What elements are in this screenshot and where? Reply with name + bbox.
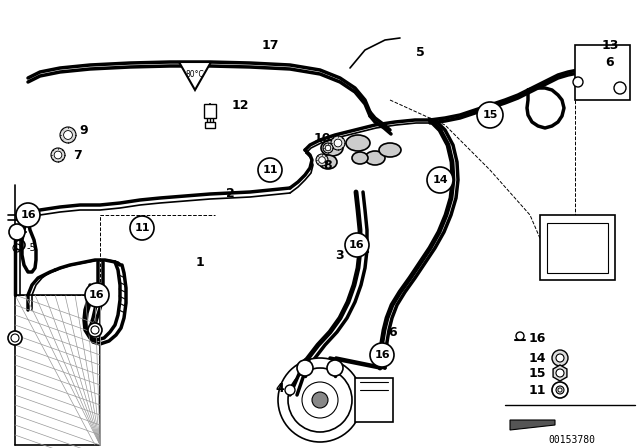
Text: 11: 11 [134, 223, 150, 233]
Ellipse shape [319, 155, 337, 169]
Text: 6: 6 [388, 326, 397, 339]
Circle shape [285, 385, 295, 395]
Text: 00153780: 00153780 [548, 435, 595, 445]
Circle shape [88, 323, 102, 337]
Circle shape [316, 154, 328, 166]
Circle shape [85, 283, 109, 307]
Bar [355, 378, 393, 422]
Text: 1: 1 [196, 255, 204, 268]
Text: 2: 2 [226, 186, 234, 199]
Text: 14: 14 [528, 352, 546, 365]
Text: 80°C: 80°C [186, 70, 204, 79]
Circle shape [60, 127, 76, 143]
Text: 16: 16 [528, 332, 546, 345]
Circle shape [477, 102, 503, 128]
Circle shape [54, 151, 62, 159]
Text: 11: 11 [262, 165, 278, 175]
Circle shape [558, 388, 562, 392]
Text: 9: 9 [80, 124, 88, 137]
Text: 17: 17 [261, 39, 279, 52]
Circle shape [297, 360, 313, 376]
Circle shape [312, 392, 328, 408]
Bar [205, 122, 215, 128]
Text: 13: 13 [602, 39, 619, 52]
Circle shape [51, 148, 65, 162]
Text: 8: 8 [324, 159, 332, 172]
Circle shape [370, 343, 394, 367]
Circle shape [516, 332, 524, 340]
Ellipse shape [352, 152, 368, 164]
Text: 5: 5 [415, 46, 424, 59]
Circle shape [9, 224, 25, 240]
Circle shape [345, 233, 369, 257]
Circle shape [8, 331, 22, 345]
Ellipse shape [365, 151, 385, 165]
Circle shape [427, 167, 453, 193]
Circle shape [552, 350, 568, 366]
Polygon shape [553, 365, 567, 381]
Bar [204, 104, 216, 118]
Circle shape [325, 145, 331, 151]
Text: 16: 16 [89, 290, 105, 300]
Text: 4: 4 [276, 382, 284, 395]
Text: 11: 11 [528, 383, 546, 396]
Text: 16: 16 [374, 350, 390, 360]
Circle shape [323, 143, 333, 153]
Text: 16: 16 [349, 240, 365, 250]
Polygon shape [510, 420, 555, 430]
Circle shape [63, 131, 72, 139]
Circle shape [556, 369, 564, 377]
Circle shape [278, 358, 362, 442]
Bar [575, 45, 630, 100]
Bar [540, 215, 615, 280]
Circle shape [327, 360, 343, 376]
Ellipse shape [346, 135, 370, 151]
Text: 3: 3 [336, 249, 344, 262]
Text: 6: 6 [605, 56, 614, 69]
Text: 15: 15 [528, 366, 546, 379]
Text: 10: 10 [313, 132, 331, 145]
Text: 16: 16 [20, 210, 36, 220]
Text: -5: -5 [27, 243, 36, 253]
Circle shape [556, 386, 564, 394]
Circle shape [556, 354, 564, 362]
Circle shape [130, 216, 154, 240]
Circle shape [573, 77, 583, 87]
Text: 14: 14 [432, 175, 448, 185]
Circle shape [614, 82, 626, 94]
Circle shape [552, 382, 568, 398]
Text: 7: 7 [74, 148, 83, 161]
Ellipse shape [321, 140, 343, 156]
Text: 12: 12 [231, 99, 249, 112]
Circle shape [334, 139, 342, 147]
Circle shape [319, 157, 325, 164]
Circle shape [16, 203, 40, 227]
Circle shape [331, 136, 345, 150]
Ellipse shape [379, 143, 401, 157]
Polygon shape [179, 62, 211, 90]
Bar [547, 223, 608, 273]
Text: 15: 15 [483, 110, 498, 120]
Circle shape [258, 158, 282, 182]
